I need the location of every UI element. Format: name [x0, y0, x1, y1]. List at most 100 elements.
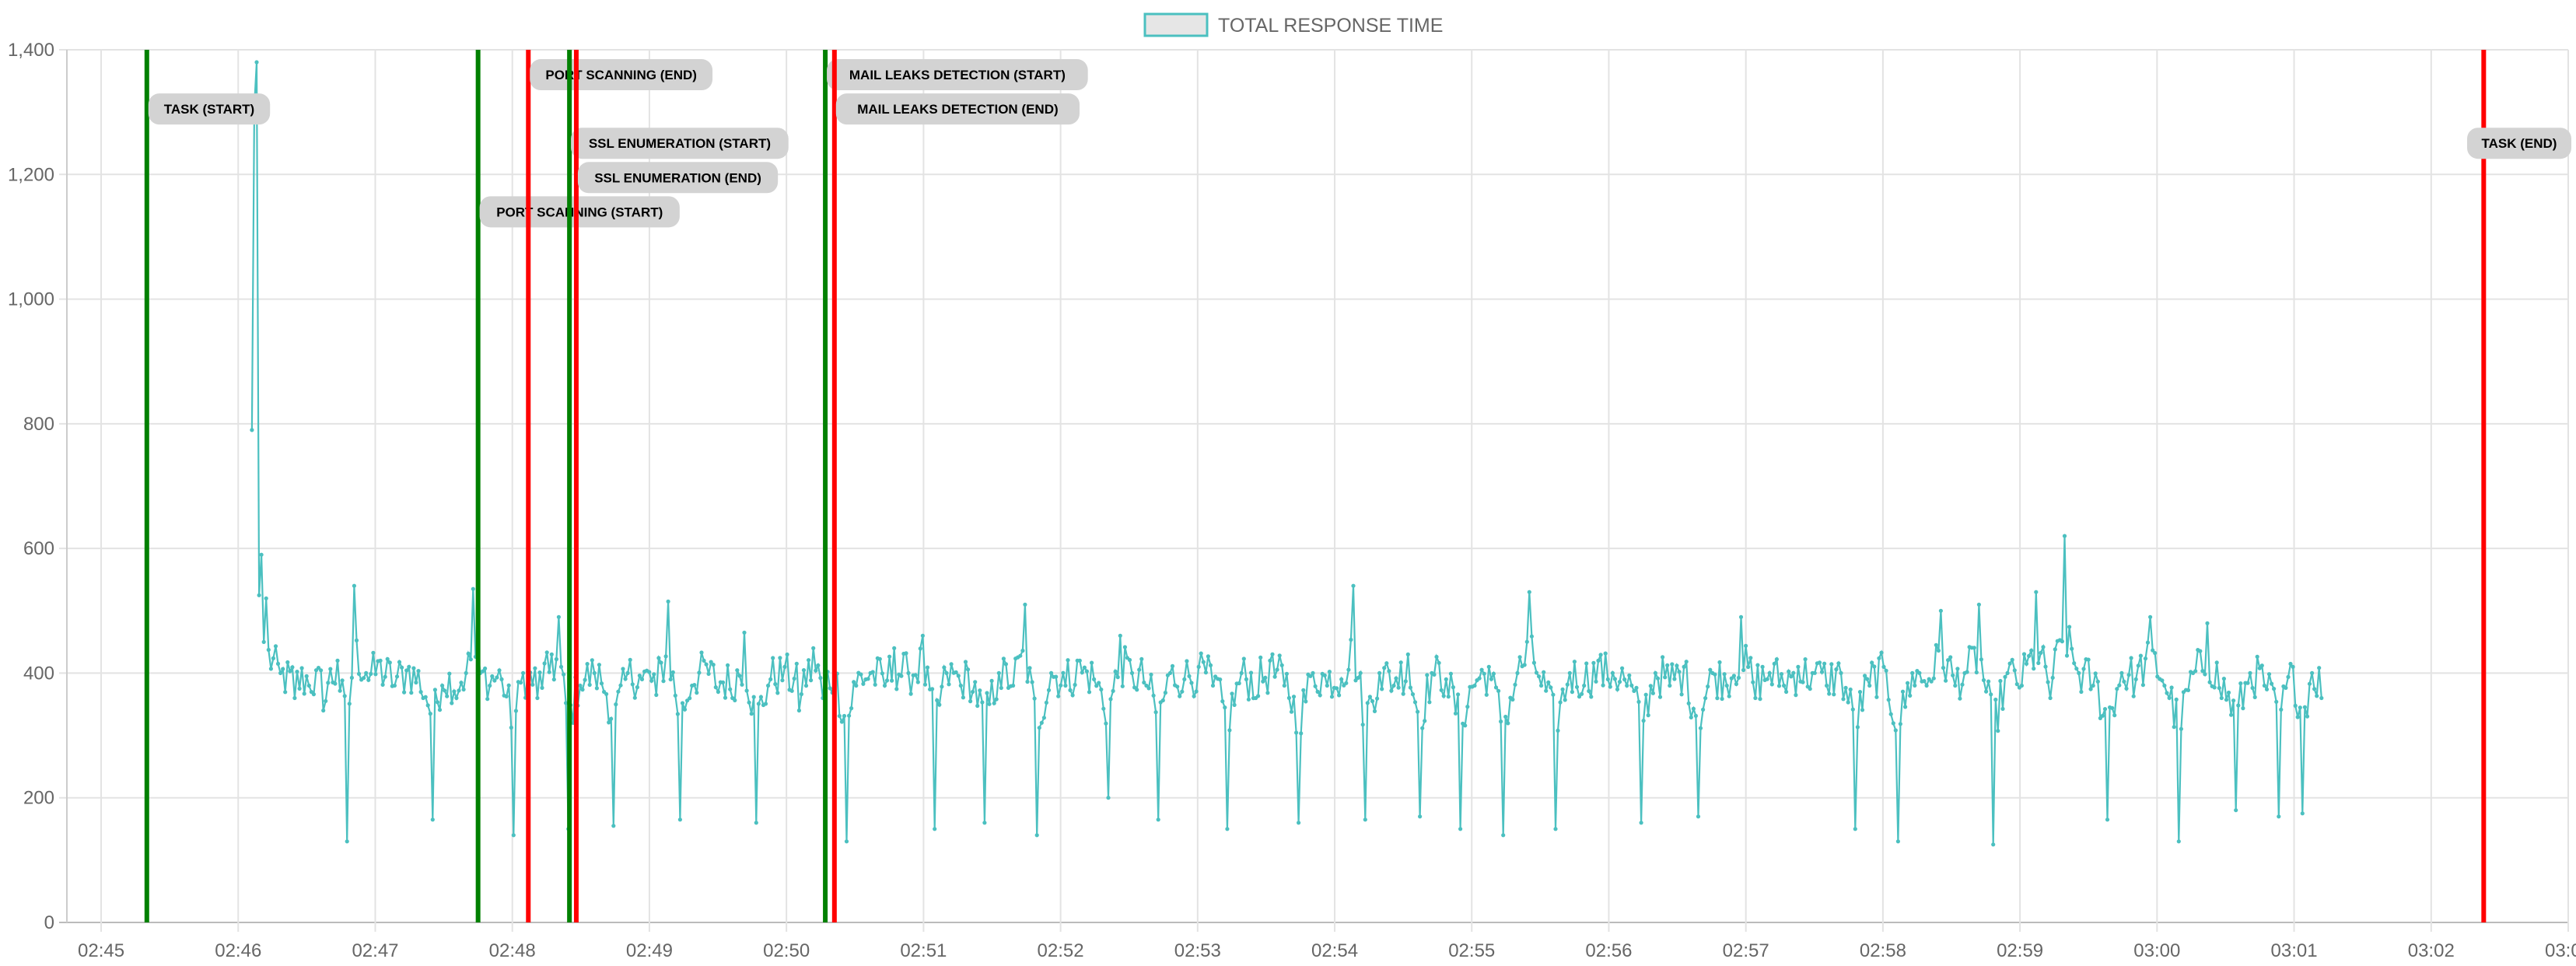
data-point[interactable] — [1451, 685, 1455, 690]
data-point[interactable] — [968, 699, 973, 704]
data-point[interactable] — [842, 713, 847, 719]
data-point[interactable] — [450, 701, 454, 705]
data-point[interactable] — [1146, 686, 1151, 691]
data-point[interactable] — [1934, 642, 1938, 647]
data-point[interactable] — [1416, 709, 1420, 714]
data-point[interactable] — [937, 702, 942, 707]
data-point[interactable] — [2169, 685, 2174, 690]
data-point[interactable] — [380, 682, 385, 688]
data-point[interactable] — [2112, 713, 2117, 718]
data-point[interactable] — [2143, 656, 2148, 661]
data-point[interactable] — [837, 713, 842, 719]
data-point[interactable] — [1629, 683, 1634, 688]
data-point[interactable] — [1594, 679, 1598, 684]
data-point[interactable] — [2284, 685, 2288, 691]
data-point[interactable] — [1360, 723, 1365, 727]
data-point[interactable] — [647, 670, 652, 674]
data-point[interactable] — [1223, 705, 1227, 710]
data-point[interactable] — [1208, 663, 1213, 668]
data-point[interactable] — [702, 658, 706, 663]
data-point[interactable] — [273, 644, 278, 649]
data-point[interactable] — [1646, 713, 1650, 718]
data-point[interactable] — [1351, 583, 1356, 588]
data-point[interactable] — [316, 666, 321, 670]
data-point[interactable] — [1329, 695, 1335, 699]
data-point[interactable] — [2277, 814, 2281, 819]
data-point[interactable] — [2207, 680, 2212, 684]
data-point[interactable] — [965, 667, 971, 672]
data-point[interactable] — [1891, 721, 1895, 726]
data-point[interactable] — [2200, 669, 2205, 674]
data-point[interactable] — [1129, 670, 1135, 676]
data-point[interactable] — [2124, 686, 2129, 691]
data-point[interactable] — [1720, 696, 1724, 702]
data-point[interactable] — [1144, 683, 1149, 688]
data-point[interactable] — [1286, 695, 1291, 701]
data-point[interactable] — [264, 596, 268, 600]
data-point[interactable] — [542, 661, 547, 666]
data-point[interactable] — [1425, 673, 1430, 677]
data-point[interactable] — [1244, 677, 1248, 682]
data-point[interactable] — [1913, 683, 1917, 688]
data-point[interactable] — [1527, 590, 1531, 594]
data-point[interactable] — [2255, 654, 2259, 659]
data-point[interactable] — [1693, 713, 1698, 719]
data-point[interactable] — [1794, 693, 1798, 698]
data-point[interactable] — [466, 651, 471, 656]
data-point[interactable] — [288, 669, 292, 674]
data-point[interactable] — [2307, 681, 2312, 686]
data-point[interactable] — [311, 692, 316, 697]
data-point[interactable] — [506, 683, 511, 688]
data-point[interactable] — [1279, 663, 1284, 667]
data-point[interactable] — [1848, 687, 1853, 692]
data-point[interactable] — [849, 706, 854, 711]
data-point[interactable] — [1582, 683, 1587, 688]
data-point[interactable] — [2145, 640, 2151, 645]
data-point[interactable] — [852, 680, 856, 684]
data-point[interactable] — [1946, 658, 1951, 663]
data-point[interactable] — [2138, 653, 2143, 658]
data-point[interactable] — [1572, 660, 1577, 664]
data-point[interactable] — [1841, 697, 1846, 702]
data-point[interactable] — [1544, 688, 1549, 693]
data-point[interactable] — [1684, 660, 1689, 664]
data-point[interactable] — [775, 691, 780, 695]
data-point[interactable] — [490, 674, 495, 679]
data-point[interactable] — [1489, 677, 1493, 681]
data-point[interactable] — [1691, 706, 1696, 711]
data-point[interactable] — [340, 678, 345, 683]
data-point[interactable] — [347, 702, 352, 706]
data-point[interactable] — [1622, 677, 1627, 682]
data-point[interactable] — [1679, 692, 1684, 697]
data-point[interactable] — [1484, 692, 1489, 697]
data-point[interactable] — [688, 696, 692, 701]
data-point[interactable] — [1784, 689, 1789, 695]
data-point[interactable] — [354, 638, 359, 643]
data-point[interactable] — [1380, 687, 1384, 691]
data-point[interactable] — [2060, 639, 2064, 644]
data-point[interactable] — [2160, 678, 2165, 683]
data-point[interactable] — [397, 660, 402, 664]
data-point[interactable] — [635, 685, 640, 690]
data-point[interactable] — [2110, 705, 2115, 710]
data-point[interactable] — [1617, 680, 1622, 684]
data-point[interactable] — [2234, 808, 2238, 813]
data-point[interactable] — [1729, 676, 1734, 681]
data-point[interactable] — [435, 700, 440, 705]
data-point[interactable] — [1560, 687, 1565, 692]
data-point[interactable] — [2036, 660, 2041, 666]
data-point[interactable] — [1713, 672, 1717, 677]
data-point[interactable] — [558, 664, 564, 669]
data-point[interactable] — [1011, 683, 1016, 688]
data-point[interactable] — [1465, 705, 1470, 709]
data-point[interactable] — [780, 678, 785, 683]
data-point[interactable] — [333, 681, 338, 686]
data-point[interactable] — [1789, 674, 1794, 679]
data-point[interactable] — [488, 683, 492, 688]
data-point[interactable] — [324, 698, 328, 703]
data-point[interactable] — [1365, 701, 1370, 705]
data-point[interactable] — [621, 667, 625, 671]
data-point[interactable] — [1073, 682, 1077, 688]
data-point[interactable] — [592, 670, 597, 676]
data-point[interactable] — [285, 660, 290, 665]
